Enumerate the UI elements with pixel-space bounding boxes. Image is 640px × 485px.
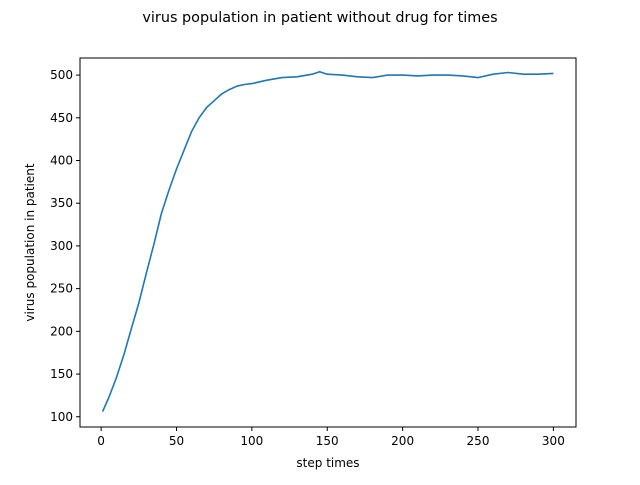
axis-ticks: 0 50 100 150 200 250 300 100 150 200 250 300 350 400 4…	[50, 68, 565, 448]
y-tick-label: 250	[50, 282, 73, 296]
x-tick-label: 250	[467, 434, 490, 448]
y-axis-label: virus population in patient	[23, 163, 37, 321]
y-tick-label: 450	[50, 111, 73, 125]
x-tick-label: 100	[240, 434, 263, 448]
x-tick-label: 0	[97, 434, 105, 448]
x-tick-label: 300	[542, 434, 565, 448]
x-axis-label: step times	[296, 456, 359, 470]
x-tick-label: 150	[316, 434, 339, 448]
series-line	[101, 70, 554, 412]
y-tick-label: 400	[50, 154, 73, 168]
x-tick-label: 50	[169, 434, 184, 448]
chart-title: virus population in patient without drug…	[142, 10, 497, 26]
plot-area	[101, 70, 554, 412]
y-tick-label: 150	[50, 367, 73, 381]
y-tick-label: 350	[50, 196, 73, 210]
x-tick-label: 200	[391, 434, 414, 448]
y-tick-label: 300	[50, 239, 73, 253]
y-tick-label: 200	[50, 324, 73, 338]
plot-frame	[79, 57, 577, 428]
y-tick-label: 500	[50, 68, 73, 82]
y-tick-label: 100	[50, 410, 73, 424]
